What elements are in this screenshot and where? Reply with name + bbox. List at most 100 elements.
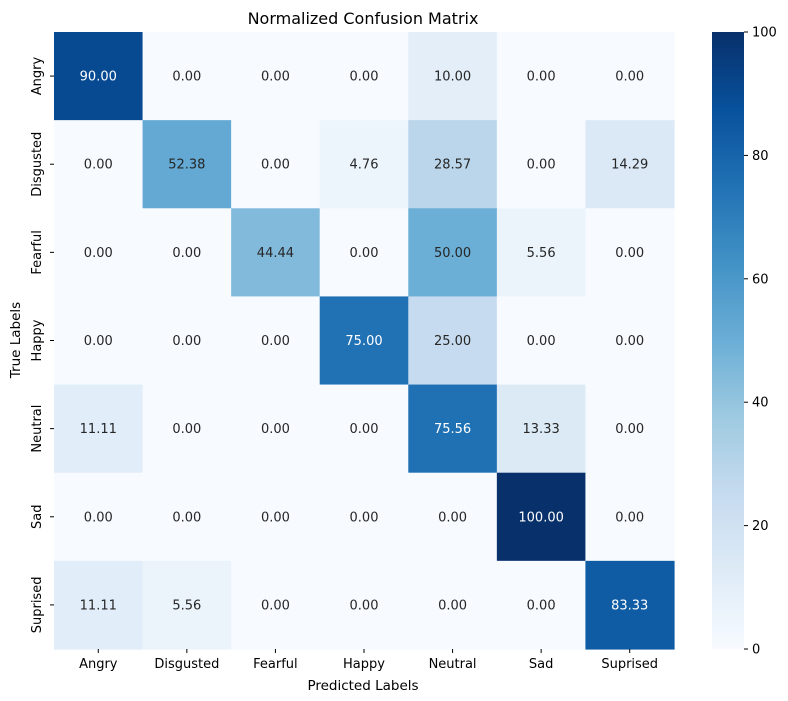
cell-value-label: 0.00 xyxy=(261,422,290,437)
cell-value-label: 100.00 xyxy=(518,510,564,525)
heatmap-cell xyxy=(408,560,498,650)
heatmap-cell xyxy=(585,120,675,209)
x-tick-label: Sad xyxy=(529,657,553,672)
heatmap-cell xyxy=(54,208,144,298)
heatmap-cell xyxy=(585,208,675,298)
heatmap-cell xyxy=(54,120,144,209)
heatmap-cell xyxy=(319,296,409,386)
heatmap-cells: 90.00 0.00 0.00 0.00 10.00 0.00 0.00 0.00 52.38 0… xyxy=(54,32,675,650)
cell-value-label: 13.33 xyxy=(523,422,560,437)
cell-value-label: 50.00 xyxy=(434,246,471,261)
cell-value-label: 28.57 xyxy=(434,158,471,173)
x-tick-label: Fearful xyxy=(253,657,298,672)
heatmap-cell xyxy=(408,296,498,386)
heatmap-cell xyxy=(408,208,498,298)
cell-value-label: 0.00 xyxy=(615,246,644,261)
cell-value-label: 0.00 xyxy=(261,510,290,525)
heatmap-cell xyxy=(319,384,409,474)
y-tick-label: Fearful xyxy=(30,230,45,275)
heatmap-cell xyxy=(231,208,321,298)
heatmap-cell xyxy=(585,560,675,650)
x-tick-label: Happy xyxy=(343,657,385,672)
heatmap-cell xyxy=(231,32,321,121)
cell-value-label: 0.00 xyxy=(261,70,290,85)
heatmap-cell xyxy=(319,472,409,562)
heatmap-cell xyxy=(231,472,321,562)
heatmap-cell xyxy=(54,560,144,650)
heatmap-cell xyxy=(142,472,232,562)
cell-value-label: 11.11 xyxy=(80,422,117,437)
heatmap-cell xyxy=(319,32,409,121)
heatmap-cell xyxy=(585,32,675,121)
colorbar-tick-label: 60 xyxy=(752,272,769,287)
cell-value-label: 11.11 xyxy=(80,598,117,613)
x-axis: Angry Disgusted Fearful Happy Neutral Sad Supr… xyxy=(79,648,658,672)
heatmap-cell xyxy=(408,384,498,474)
heatmap-cell xyxy=(319,120,409,209)
colorbar-tick-label: 20 xyxy=(752,519,769,534)
heatmap-cell xyxy=(496,120,587,209)
heatmap-cell xyxy=(142,384,232,474)
cell-value-label: 0.00 xyxy=(615,422,644,437)
heatmap-cell xyxy=(142,32,232,121)
cell-value-label: 0.00 xyxy=(438,598,467,613)
cell-value-label: 83.33 xyxy=(611,598,648,613)
x-tick-label: Suprised xyxy=(601,657,658,672)
x-tick-label: Disgusted xyxy=(154,657,219,672)
cell-value-label: 0.00 xyxy=(261,158,290,173)
heatmap-cell xyxy=(54,32,144,121)
colorbar-gradient xyxy=(712,32,744,649)
heatmap-cell xyxy=(142,296,232,386)
cell-value-label: 0.00 xyxy=(172,510,201,525)
heatmap-cell xyxy=(142,560,232,650)
cell-value-label: 0.00 xyxy=(615,70,644,85)
chart-title: Normalized Confusion Matrix xyxy=(248,9,479,28)
cell-value-label: 5.56 xyxy=(172,598,201,613)
cell-value-label: 0.00 xyxy=(527,158,556,173)
cell-value-label: 0.00 xyxy=(350,70,379,85)
cell-value-label: 4.76 xyxy=(350,158,379,173)
y-tick-label: Sad xyxy=(30,505,45,529)
cell-value-label: 0.00 xyxy=(261,598,290,613)
heatmap-cell xyxy=(54,296,144,386)
colorbar: 0 20 40 60 80 100 xyxy=(712,26,777,658)
heatmap-cell xyxy=(408,472,498,562)
cell-value-label: 5.56 xyxy=(527,246,556,261)
cell-value-label: 25.00 xyxy=(434,334,471,349)
heatmap-cell xyxy=(231,384,321,474)
heatmap-cell xyxy=(585,384,675,474)
cell-value-label: 0.00 xyxy=(615,510,644,525)
x-axis-label: Predicted Labels xyxy=(307,678,418,694)
y-tick-label: Happy xyxy=(30,319,45,361)
heatmap-cell xyxy=(585,296,675,386)
colorbar-tick-label: 0 xyxy=(752,643,760,658)
colorbar-tick-label: 40 xyxy=(752,396,769,411)
heatmap-cell xyxy=(54,384,144,474)
cell-value-label: 0.00 xyxy=(527,598,556,613)
y-axis-label: True Labels xyxy=(8,302,24,379)
heatmap-cell xyxy=(231,560,321,650)
heatmap-cell xyxy=(319,560,409,650)
x-tick-label: Neutral xyxy=(429,657,477,672)
cell-value-label: 90.00 xyxy=(80,70,117,85)
y-axis: Angry Disgusted Fearful Happy Neutral Sad Supr… xyxy=(30,57,54,634)
cell-value-label: 0.00 xyxy=(350,246,379,261)
cell-value-label: 0.00 xyxy=(84,246,113,261)
cell-value-label: 0.00 xyxy=(438,510,467,525)
cell-value-label: 0.00 xyxy=(615,334,644,349)
heatmap-cell xyxy=(585,472,675,562)
y-tick-label: Suprised xyxy=(30,577,45,634)
heatmap-cell xyxy=(142,120,232,209)
cell-value-label: 0.00 xyxy=(350,510,379,525)
cell-value-label: 0.00 xyxy=(527,334,556,349)
heatmap-cell xyxy=(231,296,321,386)
heatmap-cell xyxy=(496,208,587,298)
cell-value-label: 0.00 xyxy=(261,334,290,349)
cell-value-label: 0.00 xyxy=(172,422,201,437)
heatmap-cell xyxy=(142,208,232,298)
cell-value-label: 0.00 xyxy=(350,598,379,613)
heatmap-cell xyxy=(408,32,498,121)
cell-value-label: 0.00 xyxy=(172,246,201,261)
heatmap-cell xyxy=(319,208,409,298)
